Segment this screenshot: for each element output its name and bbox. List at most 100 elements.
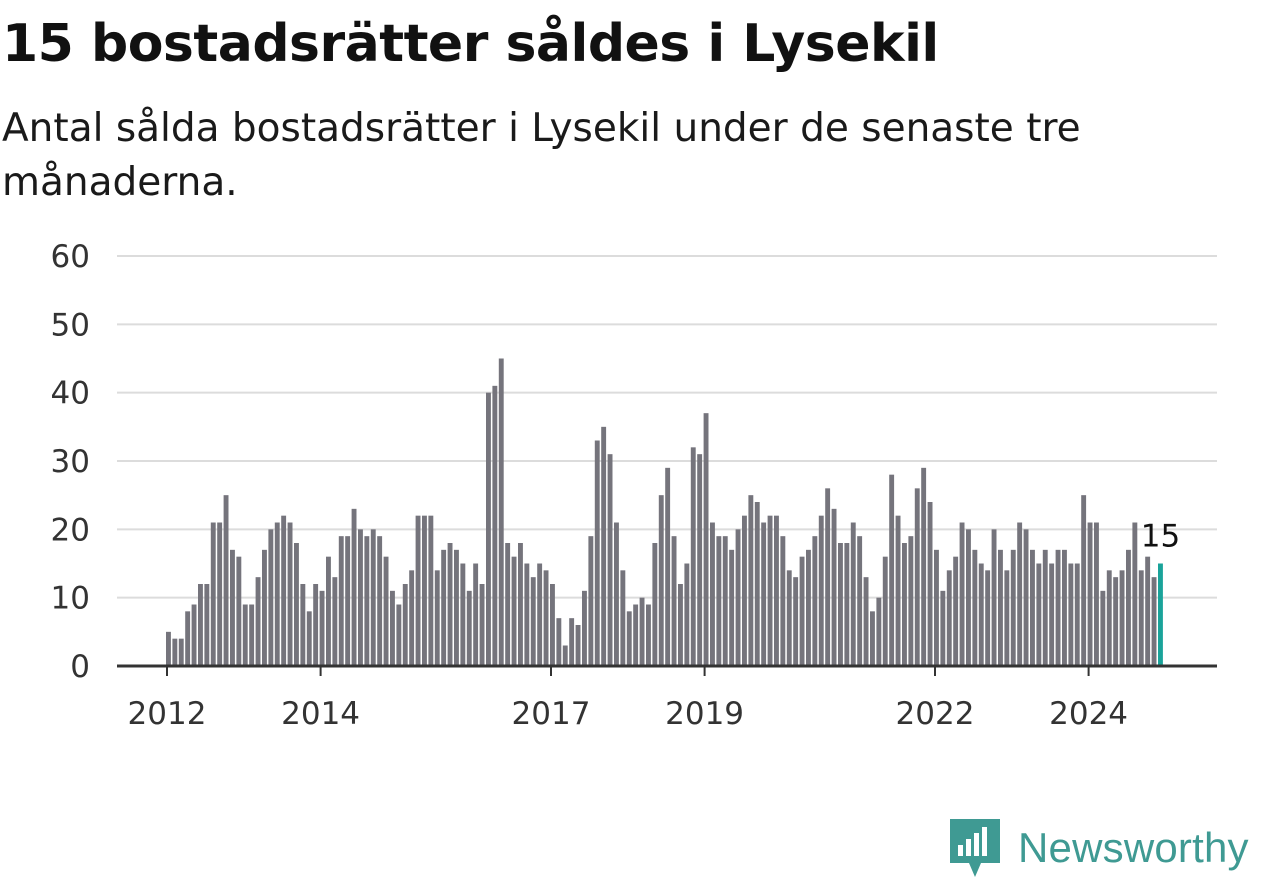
bar-labels: 15 [1141, 519, 1180, 555]
bar [1074, 563, 1080, 666]
bar [1068, 563, 1074, 666]
bar [524, 563, 530, 666]
bar [1081, 495, 1087, 666]
bar [210, 522, 216, 666]
bar [230, 549, 235, 666]
bar [665, 467, 671, 666]
bar [812, 536, 818, 666]
bar [460, 563, 466, 666]
bar [358, 529, 363, 666]
bar [447, 543, 453, 666]
bar [831, 508, 837, 666]
chart-title: 15 bostadsrätter såldes i Lysekil [2, 14, 939, 74]
bar [223, 495, 229, 666]
bar [588, 536, 594, 666]
x-tick-label: 2017 [512, 696, 591, 732]
bar [518, 543, 523, 666]
bar [370, 529, 376, 666]
bar [870, 611, 875, 666]
newsworthy-logo-icon [950, 819, 1000, 877]
bar [863, 577, 869, 666]
bar [838, 543, 843, 666]
bar [1030, 549, 1035, 666]
bar [306, 611, 312, 666]
bar [774, 515, 779, 666]
bar [966, 529, 971, 666]
bar [473, 563, 479, 666]
bar [825, 488, 831, 666]
bar [671, 536, 677, 666]
bar [626, 611, 632, 666]
bar [998, 549, 1003, 666]
bar [383, 556, 389, 666]
bar [703, 413, 709, 666]
bar [1055, 549, 1061, 666]
bar [633, 604, 639, 666]
bar [690, 447, 696, 666]
bar [921, 467, 927, 666]
bar [486, 392, 491, 666]
bar [978, 563, 984, 666]
bar [364, 536, 370, 666]
bar [601, 426, 607, 666]
bar [326, 556, 331, 666]
brand-name: Newsworthy [1018, 824, 1249, 871]
bar [857, 536, 863, 666]
bar [313, 584, 319, 666]
bar [1151, 577, 1157, 666]
bar [914, 488, 920, 666]
bar [1132, 522, 1138, 666]
bar [1106, 570, 1112, 666]
bar [198, 584, 203, 666]
bar [217, 522, 223, 666]
highlight-bar-label: 15 [1141, 519, 1180, 555]
bar [178, 638, 184, 666]
y-tick-label: 40 [51, 376, 90, 412]
bar [684, 563, 690, 666]
bar [281, 515, 287, 666]
bar [1036, 563, 1042, 666]
bar [505, 543, 511, 666]
bar [799, 556, 805, 666]
bar [236, 556, 242, 666]
bar [972, 549, 978, 666]
bar [1049, 563, 1055, 666]
bar [1126, 549, 1131, 666]
bar [959, 522, 965, 666]
bar [844, 543, 850, 666]
bar [479, 584, 485, 666]
bar [454, 549, 459, 666]
bar [172, 638, 178, 666]
bar [895, 515, 901, 666]
bar [1042, 549, 1048, 666]
bar [620, 570, 626, 666]
bar [793, 577, 799, 666]
bar [1145, 556, 1151, 666]
bar [556, 618, 562, 666]
bar [927, 502, 933, 666]
bar [607, 454, 613, 666]
bar [262, 549, 267, 666]
bar [729, 549, 735, 666]
y-axis-ticks: 0 10 20 30 40 50 60 [51, 239, 90, 685]
bar [338, 536, 344, 666]
y-tick-label: 30 [51, 444, 90, 480]
bar [594, 440, 600, 666]
bar [710, 522, 715, 666]
bar [396, 604, 402, 666]
bar [742, 515, 747, 666]
bar [294, 543, 299, 666]
bar [1062, 549, 1067, 666]
bar [735, 529, 741, 666]
bar [345, 536, 351, 666]
bar [946, 570, 952, 666]
bar [268, 529, 274, 666]
bar [204, 584, 210, 666]
bar [818, 515, 824, 666]
bar [767, 515, 773, 666]
bar [191, 604, 197, 666]
bar [1017, 522, 1023, 666]
bar [889, 474, 895, 666]
bar [1100, 590, 1106, 666]
bar [1094, 522, 1099, 666]
